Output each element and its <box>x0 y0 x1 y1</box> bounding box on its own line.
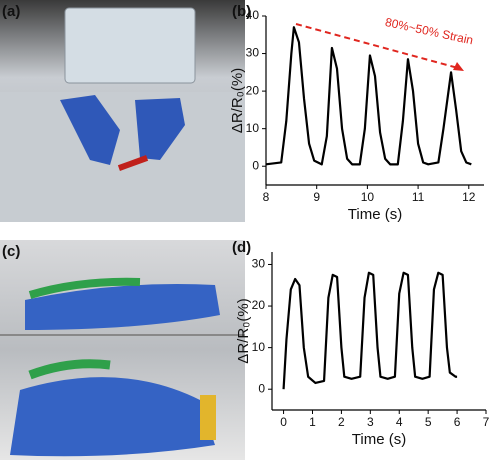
panel-label: (a) <box>2 3 20 20</box>
y-tick-label: 20 <box>252 298 266 312</box>
data-line <box>282 271 458 390</box>
x-axis-title: Time (s) <box>348 206 402 223</box>
panel-label: (d) <box>232 239 251 256</box>
y-tick-label: 10 <box>246 121 260 135</box>
x-tick-label: 3 <box>367 415 374 429</box>
water-tank <box>64 7 196 84</box>
x-tick-label: 5 <box>425 415 432 429</box>
x-tick-label: 0 <box>280 415 287 429</box>
glove <box>10 377 215 457</box>
y-tick-label: 30 <box>246 46 260 60</box>
panel-label: (c) <box>2 243 20 260</box>
y-axis-title: ΔR/R₀(%) <box>229 68 246 133</box>
x-tick-label: 6 <box>454 415 461 429</box>
x-tick-label: 2 <box>338 415 345 429</box>
x-tick-label: 7 <box>483 415 490 429</box>
y-axis-title: ΔR/R₀(%) <box>235 298 252 363</box>
annotation: 80%~50% Strain <box>384 15 475 47</box>
y-tick-label: 0 <box>258 381 265 395</box>
clip <box>200 395 216 440</box>
y-tick-label: 10 <box>252 340 266 354</box>
water-tank <box>0 92 245 222</box>
glove <box>25 284 220 330</box>
data-line <box>265 26 472 166</box>
x-tick-label: 9 <box>313 190 320 204</box>
glove <box>60 95 120 165</box>
x-tick-label: 12 <box>462 190 476 204</box>
y-tick-label: 0 <box>252 158 259 172</box>
x-tick-label: 4 <box>396 415 403 429</box>
x-axis-title: Time (s) <box>352 431 406 448</box>
glove <box>135 98 185 160</box>
photo-c <box>0 240 245 460</box>
arrow-head <box>453 62 464 71</box>
annotation-arrow <box>295 23 459 69</box>
photo-a <box>0 0 245 222</box>
y-tick-label: 30 <box>252 257 266 271</box>
x-tick-label: 8 <box>263 190 270 204</box>
y-tick-label: 40 <box>246 8 260 22</box>
panel-label: (b) <box>232 3 251 20</box>
wire <box>28 359 111 380</box>
x-tick-label: 1 <box>309 415 316 429</box>
sensor <box>117 155 149 171</box>
x-tick-label: 10 <box>361 190 375 204</box>
y-tick-label: 20 <box>246 83 260 97</box>
x-tick-label: 11 <box>412 190 425 204</box>
wire <box>28 277 141 299</box>
